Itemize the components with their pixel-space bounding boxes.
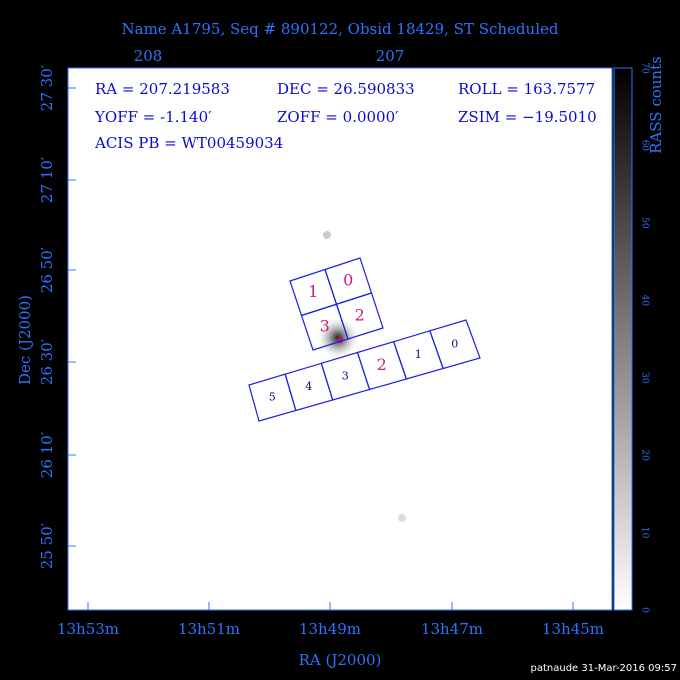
x-axis-label: RA (J2000) bbox=[299, 651, 382, 669]
colorbar-tick-label: 70 bbox=[640, 62, 650, 74]
y-tick-label: 27 10′ bbox=[38, 156, 56, 203]
info-text: RA = 207.219583 bbox=[95, 80, 230, 98]
colorbar-label: RASS counts bbox=[647, 56, 665, 154]
x-tick-label: 13h53m bbox=[57, 620, 119, 638]
acis-i-chip bbox=[300, 303, 349, 351]
chip-label: 3 bbox=[320, 317, 330, 336]
top-tick-label: 207 bbox=[376, 47, 405, 65]
chip-label: 4 bbox=[305, 380, 312, 393]
chip-label: 3 bbox=[342, 369, 349, 382]
info-text: ACIS PB = WT00459034 bbox=[94, 134, 283, 152]
y-tick-label: 26 30′ bbox=[38, 338, 56, 385]
chip-label: 2 bbox=[377, 355, 387, 374]
colorbar-tick-label: 40 bbox=[640, 295, 650, 307]
info-text: YOFF = -1.140′ bbox=[94, 108, 212, 126]
info-text: ZSIM = −19.5010 bbox=[458, 108, 597, 126]
colorbar-tick-label: 20 bbox=[640, 449, 650, 461]
source bbox=[398, 514, 406, 522]
title: Name A1795, Seq # 890122, Obsid 18429, S… bbox=[122, 20, 559, 38]
x-tick-label: 13h51m bbox=[178, 620, 240, 638]
info-text: ROLL = 163.7577 bbox=[458, 80, 595, 98]
source bbox=[323, 231, 331, 239]
chip-label: 5 bbox=[269, 391, 276, 404]
y-tick-label: 27 30′ bbox=[38, 64, 56, 111]
chip-label: 0 bbox=[343, 271, 353, 290]
colorbar-tick-label: 30 bbox=[640, 372, 650, 384]
info-text: DEC = 26.590833 bbox=[277, 80, 415, 98]
colorbar-tick-label: 0 bbox=[640, 607, 650, 613]
colorbar-tick-label: 10 bbox=[640, 527, 650, 539]
y-tick-label: 26 50′ bbox=[38, 246, 56, 293]
colorbar-tick-label: 60 bbox=[640, 140, 650, 152]
chip-label: 2 bbox=[355, 306, 365, 325]
x-tick-label: 13h47m bbox=[421, 620, 483, 638]
footer: patnaude 31-Mar-2016 09:57 bbox=[531, 663, 678, 674]
info-text: ZOFF = 0.0000′ bbox=[277, 108, 399, 126]
chip-label: 1 bbox=[308, 282, 318, 301]
top-tick-label: 208 bbox=[134, 47, 163, 65]
y-axis-label: Dec (J2000) bbox=[16, 295, 34, 385]
acis-s-chip bbox=[248, 373, 297, 422]
chip-label: 0 bbox=[451, 337, 458, 350]
colorbar bbox=[613, 67, 633, 611]
x-tick-label: 13h45m bbox=[542, 620, 604, 638]
colorbar-tick-label: 50 bbox=[640, 217, 650, 229]
y-tick-label: 25 50′ bbox=[38, 522, 56, 569]
x-tick-label: 13h49m bbox=[299, 620, 361, 638]
y-tick-label: 26 10′ bbox=[38, 431, 56, 478]
chip-label: 1 bbox=[415, 348, 422, 361]
